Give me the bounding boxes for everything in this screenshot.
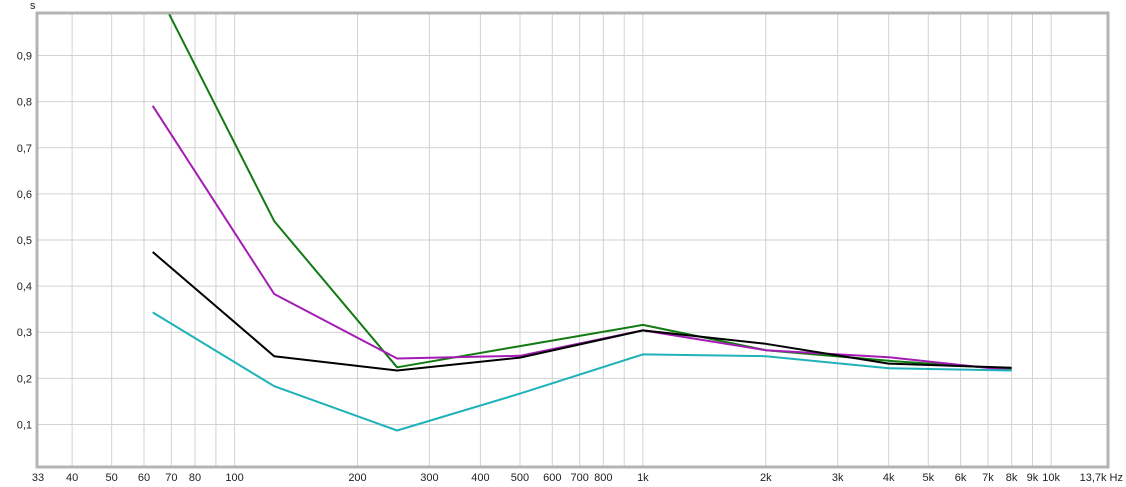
series-layer bbox=[151, 14, 1012, 432]
x-tick-label: 6k bbox=[955, 472, 967, 484]
x-tick-label: 100 bbox=[225, 472, 243, 484]
y-axis-unit-label: s bbox=[30, 0, 36, 12]
x-tick-label: 50 bbox=[106, 472, 118, 484]
x-tick-label: 2k bbox=[760, 472, 772, 484]
y-tick-label: 0,8 bbox=[17, 97, 32, 109]
x-tick-label: 80 bbox=[189, 472, 201, 484]
x-tick-label: 10k bbox=[1042, 472, 1060, 484]
grid bbox=[38, 14, 1107, 466]
series-line-0 bbox=[167, 14, 1012, 371]
series-line-1 bbox=[151, 105, 1012, 372]
x-tick-label: 70 bbox=[165, 472, 177, 484]
plot-frame bbox=[35, 11, 1110, 469]
series-line-2 bbox=[152, 251, 1012, 372]
x-tick-label: 500 bbox=[511, 472, 529, 484]
x-tick-label: 1k bbox=[637, 472, 649, 484]
x-tick-label: 9k bbox=[1027, 472, 1039, 484]
x-tick-label: 33 bbox=[32, 472, 44, 484]
x-tick-label: 600 bbox=[543, 472, 561, 484]
x-tick-label: 700 bbox=[570, 472, 588, 484]
x-tick-label: 200 bbox=[348, 472, 366, 484]
x-tick-label: 60 bbox=[138, 472, 150, 484]
y-tick-label: 0,1 bbox=[17, 419, 32, 431]
x-tick-label: 800 bbox=[594, 472, 612, 484]
x-tick-label: 3k bbox=[832, 472, 844, 484]
y-tick-label: 0,7 bbox=[17, 143, 32, 155]
y-tick-label: 0,3 bbox=[17, 327, 32, 339]
x-tick-label: 40 bbox=[66, 472, 78, 484]
x-tick-labels: 33 40 50 60 70 80 100 200 300 400 500 600 700 800 1k 2k… bbox=[32, 472, 1123, 484]
y-tick-label: 0,2 bbox=[17, 373, 32, 385]
x-tick-label: 7k bbox=[982, 472, 994, 484]
y-tick-labels: 0,1 0,2 0,3 0,4 0,5 0,6 0,7 0,8 0,9 bbox=[17, 51, 32, 432]
x-tick-label: 4k bbox=[883, 472, 895, 484]
y-tick-label: 0,5 bbox=[17, 235, 32, 247]
x-tick-label: 300 bbox=[420, 472, 438, 484]
y-tick-label: 0,4 bbox=[17, 281, 32, 293]
x-tick-label: 5k bbox=[922, 472, 934, 484]
x-tick-label: 400 bbox=[471, 472, 489, 484]
series-line-3 bbox=[152, 311, 1012, 432]
x-tick-label: 8k bbox=[1006, 472, 1018, 484]
y-tick-label: 0,6 bbox=[17, 189, 32, 201]
x-tick-label: 13,7k Hz bbox=[1080, 472, 1123, 484]
y-tick-label: 0,9 bbox=[17, 51, 32, 63]
